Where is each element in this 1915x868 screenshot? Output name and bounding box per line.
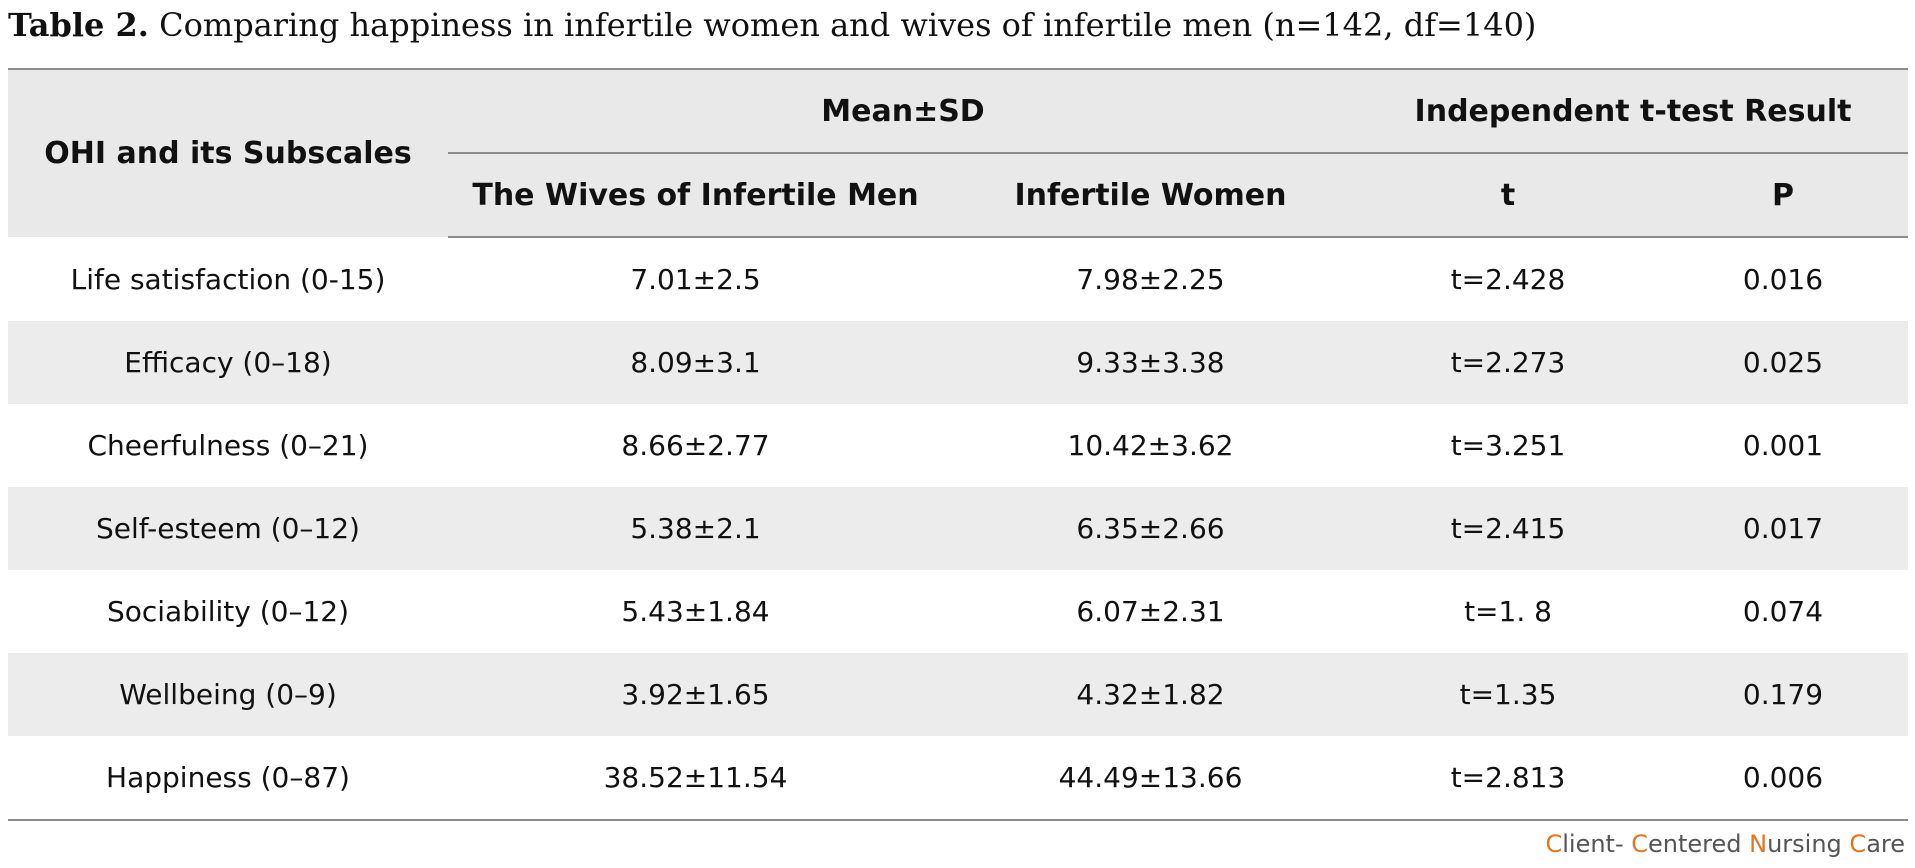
table-row: Sociability (0–12) 5.43±1.84 6.07±2.31 t… bbox=[8, 570, 1908, 653]
cell-women: 7.98±2.25 bbox=[1076, 263, 1225, 296]
cell-p: 0.074 bbox=[1742, 595, 1824, 628]
credit-word: entered bbox=[1648, 830, 1750, 858]
cell-p: 0.001 bbox=[1742, 429, 1824, 462]
header-t: t bbox=[1358, 153, 1658, 238]
cell-women: 4.32±1.82 bbox=[943, 653, 1358, 736]
cell-women: 44.49±13.66 bbox=[943, 736, 1358, 821]
table-row: Happiness (0–87) 38.52±11.54 44.49±13.66… bbox=[8, 736, 1908, 821]
cell-p: 0.025 bbox=[1658, 321, 1908, 404]
cell-p: 0.006 bbox=[1658, 736, 1908, 821]
table-row: Life satisfaction (0-15) 7.01±2.5 7.98±2… bbox=[8, 237, 1908, 321]
cell-women: 10.42±3.62 bbox=[1067, 429, 1234, 462]
cell-subscale: Life satisfaction (0-15) bbox=[70, 262, 386, 296]
cell-t: t=2.813 bbox=[1358, 736, 1658, 821]
cell-t: t=3.251 bbox=[1450, 429, 1566, 462]
header-wives: The Wives of Infertile Men bbox=[448, 153, 943, 238]
cell-subscale: Wellbeing (0–9) bbox=[8, 653, 448, 736]
cell-p: 0.017 bbox=[1658, 487, 1908, 570]
credit-word: ursing bbox=[1767, 830, 1850, 858]
table-caption-text: Comparing happiness in infertile women a… bbox=[148, 6, 1537, 44]
credit-initial: C bbox=[1631, 830, 1649, 858]
results-table: OHI and its Subscales Mean±SD Independen… bbox=[8, 68, 1908, 821]
cell-women: 6.35±2.66 bbox=[943, 487, 1358, 570]
table-row: Wellbeing (0–9) 3.92±1.65 4.32±1.82 t=1.… bbox=[8, 653, 1908, 736]
header-ttest: Independent t-test Result bbox=[1358, 68, 1908, 154]
header-p: P bbox=[1658, 153, 1908, 238]
credit-word: lient- bbox=[1562, 830, 1632, 858]
table-row: Efficacy (0–18) 8.09±3.1 9.33±3.38 t=2.2… bbox=[8, 321, 1908, 404]
header-mean-sd: Mean±SD bbox=[448, 68, 1358, 154]
header-women: Infertile Women bbox=[943, 153, 1358, 238]
cell-wives: 38.52±11.54 bbox=[448, 736, 943, 821]
cell-t: t=1. 8 bbox=[1464, 595, 1552, 628]
cell-wives: 8.09±3.1 bbox=[448, 321, 943, 404]
cell-wives: 3.92±1.65 bbox=[448, 653, 943, 736]
cell-subscale: Sociability (0–12) bbox=[106, 595, 350, 628]
credit-word: are bbox=[1866, 830, 1905, 858]
credit-initial: N bbox=[1749, 830, 1768, 858]
cell-t: t=2.273 bbox=[1358, 321, 1658, 404]
cell-subscale: Happiness (0–87) bbox=[8, 736, 448, 821]
cell-women: 9.33±3.38 bbox=[943, 321, 1358, 404]
cell-t: t=2.415 bbox=[1358, 487, 1658, 570]
credit-initial: C bbox=[1545, 830, 1563, 858]
table-caption-label: Table 2. bbox=[8, 6, 149, 44]
cell-t: t=2.428 bbox=[1450, 263, 1566, 296]
cell-wives: 5.38±2.1 bbox=[448, 487, 943, 570]
cell-wives: 7.01±2.5 bbox=[630, 263, 761, 296]
cell-t: t=1.35 bbox=[1358, 653, 1658, 736]
cell-p: 0.016 bbox=[1742, 263, 1824, 296]
credit-initial: C bbox=[1849, 830, 1867, 858]
cell-p: 0.179 bbox=[1658, 653, 1908, 736]
cell-subscale: Self-esteem (0–12) bbox=[8, 487, 448, 570]
cell-wives: 5.43±1.84 bbox=[621, 595, 770, 628]
table-caption: Table 2. Comparing happiness in infertil… bbox=[8, 6, 1536, 44]
cell-subscale: Efficacy (0–18) bbox=[8, 321, 448, 404]
table-row: Cheerfulness (0–21) 8.66±2.77 10.42±3.62… bbox=[8, 404, 1908, 487]
cell-women: 6.07±2.31 bbox=[1076, 595, 1225, 628]
cell-subscale: Cheerfulness (0–21) bbox=[87, 429, 369, 462]
cell-wives: 8.66±2.77 bbox=[621, 429, 770, 462]
header-subscales: OHI and its Subscales bbox=[8, 68, 448, 237]
journal-credit: Client- Centered Nursing Care bbox=[1545, 830, 1905, 858]
table-row: Self-esteem (0–12) 5.38±2.1 6.35±2.66 t=… bbox=[8, 487, 1908, 570]
